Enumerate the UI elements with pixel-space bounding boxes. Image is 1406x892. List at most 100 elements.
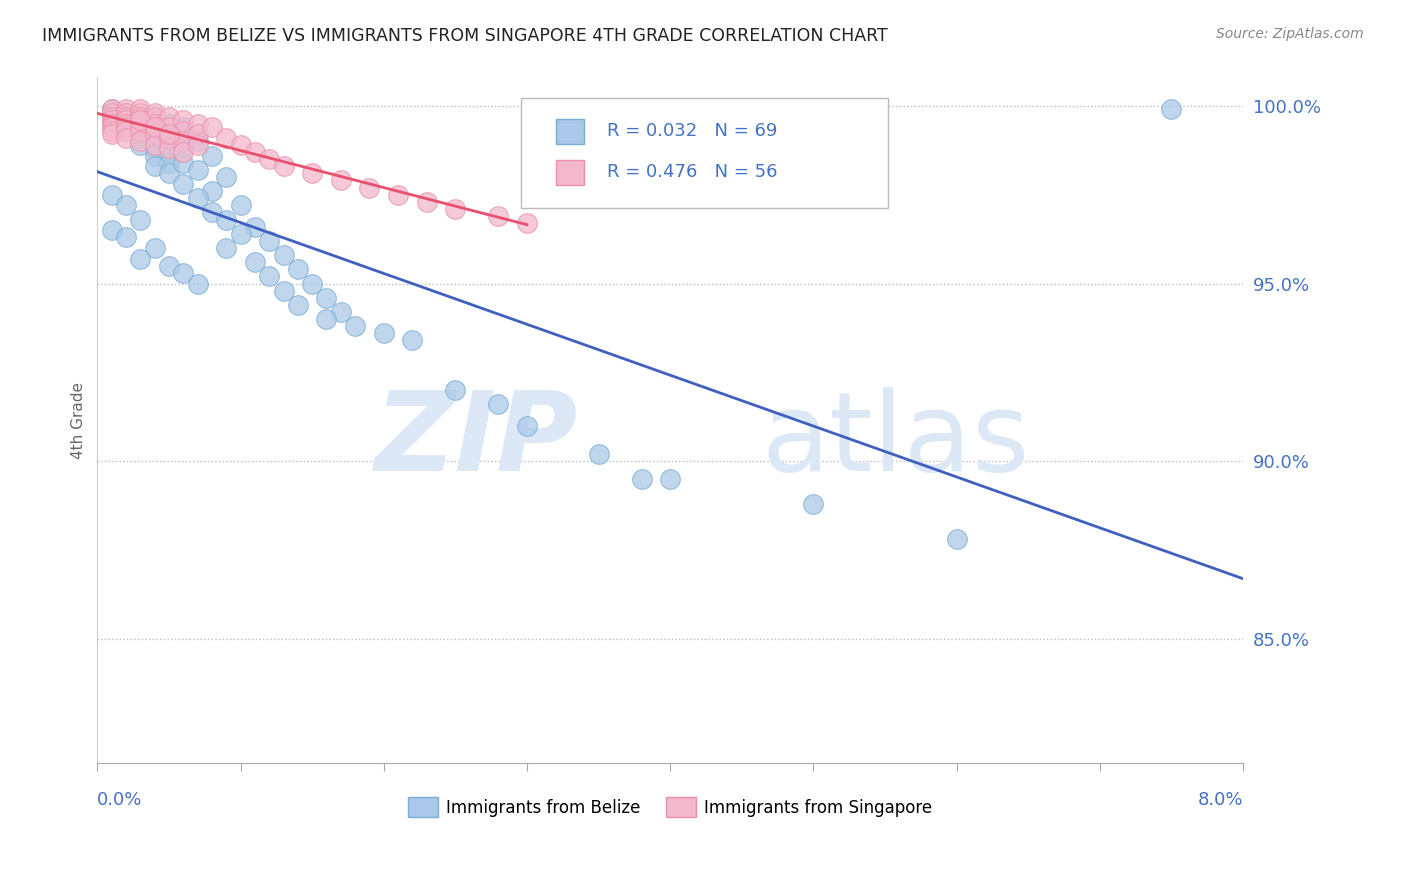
Point <box>143 241 166 255</box>
Point <box>444 202 467 216</box>
Point <box>115 120 138 135</box>
Point <box>172 135 194 149</box>
Point <box>273 284 295 298</box>
Point <box>945 533 967 547</box>
Point <box>257 152 280 166</box>
Point <box>1160 103 1182 117</box>
Point <box>187 162 209 177</box>
Point <box>486 209 509 223</box>
Point <box>115 117 138 131</box>
Text: Source: ZipAtlas.com: Source: ZipAtlas.com <box>1216 27 1364 41</box>
Point <box>157 128 180 142</box>
Point <box>243 219 266 234</box>
Point <box>486 397 509 411</box>
Point <box>172 266 194 280</box>
Point <box>100 113 122 128</box>
Point <box>201 120 224 135</box>
Point <box>143 128 166 142</box>
Point <box>215 169 238 184</box>
FancyBboxPatch shape <box>522 98 887 208</box>
Y-axis label: 4th Grade: 4th Grade <box>72 382 86 458</box>
Point <box>100 223 122 237</box>
Point <box>215 241 238 255</box>
Text: R = 0.032   N = 69: R = 0.032 N = 69 <box>607 122 778 140</box>
Point <box>115 113 138 128</box>
Point <box>257 269 280 284</box>
Point <box>100 128 122 142</box>
Point <box>100 120 122 135</box>
Point <box>172 141 194 155</box>
Point <box>229 198 252 212</box>
Point <box>172 155 194 169</box>
Point <box>129 124 152 138</box>
FancyBboxPatch shape <box>555 160 585 186</box>
Point <box>172 113 194 128</box>
Point <box>172 128 194 142</box>
Point <box>157 117 180 131</box>
Point <box>157 259 180 273</box>
Point <box>129 110 152 124</box>
Point <box>129 137 152 152</box>
Point <box>143 117 166 131</box>
Point <box>172 124 194 138</box>
Point <box>157 155 180 169</box>
Point <box>157 110 180 124</box>
Point <box>129 131 152 145</box>
Point <box>215 212 238 227</box>
Point <box>257 234 280 248</box>
Point <box>115 131 138 145</box>
Point <box>143 110 166 124</box>
Point <box>100 117 122 131</box>
Point <box>187 277 209 291</box>
Point <box>115 103 138 117</box>
Point <box>157 141 180 155</box>
Text: R = 0.476   N = 56: R = 0.476 N = 56 <box>607 163 778 181</box>
Point <box>187 191 209 205</box>
Point <box>187 135 209 149</box>
Point <box>157 135 180 149</box>
Point <box>201 148 224 162</box>
Point <box>100 103 122 117</box>
Point <box>516 216 538 230</box>
Point <box>129 110 152 124</box>
Point <box>143 137 166 152</box>
Point <box>315 291 337 305</box>
Point <box>273 159 295 173</box>
Point <box>100 103 122 117</box>
Point <box>115 106 138 120</box>
Point <box>129 124 152 138</box>
Point <box>143 113 166 128</box>
Point <box>115 124 138 138</box>
Point <box>315 312 337 326</box>
Point <box>157 145 180 159</box>
Point <box>157 131 180 145</box>
Point <box>115 120 138 135</box>
Point <box>444 383 467 397</box>
Point <box>100 124 122 138</box>
Point <box>157 166 180 180</box>
Point <box>129 103 152 117</box>
Point <box>172 145 194 159</box>
Point <box>243 145 266 159</box>
Point <box>157 120 180 135</box>
Point <box>273 248 295 262</box>
Point <box>801 497 824 511</box>
Point <box>115 106 138 120</box>
Point <box>659 472 682 486</box>
Text: IMMIGRANTS FROM BELIZE VS IMMIGRANTS FROM SINGAPORE 4TH GRADE CORRELATION CHART: IMMIGRANTS FROM BELIZE VS IMMIGRANTS FRO… <box>42 27 889 45</box>
Point <box>287 298 309 312</box>
Point <box>172 120 194 135</box>
Point <box>630 472 652 486</box>
Point <box>143 120 166 135</box>
Text: ZIP: ZIP <box>375 387 578 494</box>
Point <box>100 106 122 120</box>
Point <box>187 117 209 131</box>
Point <box>516 418 538 433</box>
Point <box>115 230 138 244</box>
Point <box>415 194 437 209</box>
Point <box>215 131 238 145</box>
Point <box>143 141 166 155</box>
Point <box>129 135 152 149</box>
Point <box>143 148 166 162</box>
Point <box>129 117 152 131</box>
